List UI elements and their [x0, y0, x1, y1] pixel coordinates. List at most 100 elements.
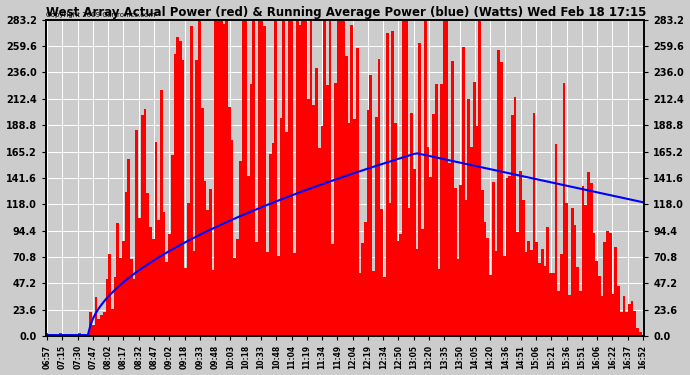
Bar — [437, 269, 440, 336]
Bar — [424, 20, 426, 336]
Bar — [359, 273, 362, 336]
Bar — [593, 233, 595, 336]
Bar — [138, 218, 141, 336]
Bar — [513, 97, 516, 336]
Bar — [279, 118, 282, 336]
Bar — [233, 258, 236, 336]
Bar — [302, 20, 304, 336]
Bar — [614, 247, 617, 336]
Bar — [204, 181, 206, 336]
Bar — [582, 186, 584, 336]
Bar — [555, 144, 558, 336]
Bar — [598, 276, 601, 336]
Bar — [362, 243, 364, 336]
Bar — [435, 84, 437, 336]
Bar — [117, 223, 119, 336]
Bar — [81, 334, 83, 336]
Bar — [516, 232, 519, 336]
Bar — [181, 60, 184, 336]
Bar — [190, 26, 193, 336]
Bar — [473, 82, 475, 336]
Bar — [146, 192, 149, 336]
Bar — [475, 126, 478, 336]
Bar — [391, 31, 394, 336]
Bar — [484, 222, 486, 336]
Bar — [310, 20, 313, 336]
Bar — [639, 332, 642, 336]
Bar — [538, 263, 541, 336]
Bar — [255, 242, 258, 336]
Bar — [339, 20, 342, 336]
Bar — [195, 60, 198, 336]
Bar — [51, 333, 54, 336]
Bar — [111, 309, 114, 336]
Bar — [132, 279, 135, 336]
Bar — [128, 159, 130, 336]
Bar — [565, 203, 568, 336]
Bar — [377, 58, 380, 336]
Bar — [546, 226, 549, 336]
Bar — [100, 315, 103, 336]
Bar — [604, 242, 607, 336]
Bar — [380, 209, 383, 336]
Bar — [500, 62, 503, 336]
Bar — [315, 68, 318, 336]
Bar — [323, 20, 326, 336]
Bar — [258, 20, 261, 336]
Text: West Array Actual Power (red) & Running Average Power (blue) (Watts) Wed Feb 18 : West Array Actual Power (red) & Running … — [46, 6, 646, 18]
Bar — [448, 163, 451, 336]
Bar — [92, 325, 95, 336]
Bar — [160, 90, 163, 336]
Bar — [174, 54, 177, 336]
Bar — [141, 115, 144, 336]
Bar — [451, 62, 454, 336]
Bar — [432, 114, 435, 336]
Bar — [601, 296, 604, 336]
Bar — [313, 105, 315, 336]
Bar — [86, 335, 89, 336]
Bar — [269, 154, 272, 336]
Bar — [587, 172, 590, 336]
Bar — [130, 259, 132, 336]
Bar — [163, 211, 166, 336]
Bar — [562, 84, 565, 336]
Bar — [89, 312, 92, 336]
Bar — [622, 296, 625, 336]
Bar — [457, 259, 460, 336]
Bar — [198, 20, 201, 336]
Bar — [168, 234, 171, 336]
Bar — [68, 335, 70, 336]
Bar — [206, 210, 209, 336]
Bar — [166, 262, 168, 336]
Bar — [611, 294, 614, 336]
Bar — [413, 169, 416, 336]
Bar — [511, 115, 513, 336]
Bar — [509, 176, 511, 336]
Bar — [481, 190, 484, 336]
Bar — [250, 84, 253, 336]
Bar — [524, 252, 527, 336]
Bar — [443, 20, 446, 336]
Bar — [541, 249, 544, 336]
Bar — [418, 43, 421, 336]
Bar — [217, 20, 220, 336]
Bar — [628, 303, 631, 336]
Bar — [272, 143, 274, 336]
Bar — [405, 20, 408, 336]
Bar — [416, 249, 418, 336]
Bar — [440, 84, 443, 336]
Bar — [364, 222, 367, 336]
Bar — [326, 84, 328, 336]
Bar — [201, 108, 204, 336]
Bar — [261, 20, 264, 336]
Bar — [171, 155, 174, 336]
Bar — [467, 99, 470, 336]
Bar — [209, 189, 212, 336]
Bar — [184, 268, 187, 336]
Bar — [497, 50, 500, 336]
Bar — [571, 208, 573, 336]
Bar — [353, 120, 356, 336]
Bar — [367, 110, 369, 336]
Bar — [239, 161, 241, 336]
Bar — [549, 273, 552, 336]
